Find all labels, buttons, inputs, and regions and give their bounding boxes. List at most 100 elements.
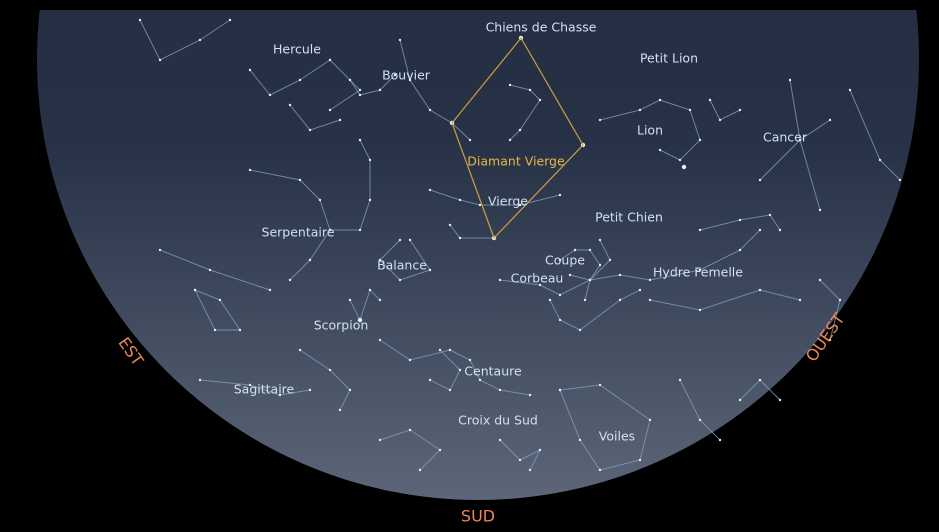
star — [609, 259, 611, 261]
star — [639, 109, 641, 111]
star — [739, 399, 741, 401]
constellation-label: Voiles — [599, 429, 635, 444]
star — [599, 264, 601, 266]
star — [379, 299, 381, 301]
constellation-label: Serpentaire — [262, 225, 335, 240]
star — [589, 249, 591, 251]
star — [589, 279, 591, 281]
star — [599, 469, 601, 471]
star — [399, 279, 401, 281]
star — [399, 239, 401, 241]
star — [499, 279, 501, 281]
constellation-label: Petit Chien — [595, 210, 663, 225]
star — [229, 19, 231, 21]
star — [269, 94, 271, 96]
star — [449, 224, 451, 226]
star — [359, 229, 361, 231]
star — [879, 159, 881, 161]
constellation-label: Croix du Sud — [458, 413, 538, 428]
star — [699, 309, 701, 311]
constellation-label: Centaure — [464, 364, 522, 379]
star — [194, 289, 196, 291]
star — [309, 129, 311, 131]
star — [369, 159, 371, 161]
star — [479, 204, 481, 206]
star — [449, 389, 451, 391]
star — [339, 409, 341, 411]
star — [469, 359, 471, 361]
star — [599, 384, 601, 386]
star — [249, 169, 251, 171]
star — [299, 179, 301, 181]
constellation-label: Sagittaire — [234, 382, 295, 397]
star — [839, 299, 841, 301]
star — [529, 89, 531, 91]
star — [449, 349, 451, 351]
star — [459, 237, 461, 239]
star — [319, 199, 321, 201]
star — [219, 299, 221, 301]
star — [799, 299, 801, 301]
star — [309, 259, 311, 261]
star — [289, 279, 291, 281]
star — [329, 369, 331, 371]
star — [599, 119, 601, 121]
star — [199, 39, 201, 41]
star — [739, 249, 741, 251]
star — [349, 389, 351, 391]
constellation-label: Cancer — [763, 130, 808, 145]
star — [369, 199, 371, 201]
star — [459, 199, 461, 201]
star — [899, 179, 901, 181]
star — [409, 429, 411, 431]
star — [559, 294, 561, 296]
bright-star — [682, 165, 686, 169]
star — [409, 239, 411, 241]
sky-view: Chiens de ChasseHerculeBouvierPetit Lion… — [0, 0, 939, 532]
star — [289, 104, 291, 106]
star — [329, 59, 331, 61]
star — [759, 289, 761, 291]
star — [759, 179, 761, 181]
star — [459, 369, 461, 371]
star — [539, 449, 541, 451]
star — [849, 89, 851, 91]
star — [689, 109, 691, 111]
star — [539, 99, 541, 101]
star — [619, 274, 621, 276]
star — [349, 299, 351, 301]
star — [509, 139, 511, 141]
star — [349, 79, 351, 81]
star — [359, 139, 361, 141]
star — [499, 439, 501, 441]
star — [369, 289, 371, 291]
star — [159, 249, 161, 251]
star — [579, 329, 581, 331]
star — [439, 349, 441, 351]
star — [819, 209, 821, 211]
star — [559, 389, 561, 391]
star — [574, 249, 576, 251]
star — [299, 349, 301, 351]
constellation-label: Bouvier — [382, 68, 431, 83]
constellation-label: Balance — [377, 258, 427, 273]
asterism-label: Diamant Vierge — [467, 154, 565, 169]
star — [759, 229, 761, 231]
constellation-label: Corbeau — [511, 271, 564, 286]
star — [649, 279, 651, 281]
star — [409, 359, 411, 361]
star — [569, 274, 571, 276]
star — [479, 379, 481, 381]
star — [429, 379, 431, 381]
star — [249, 69, 251, 71]
star — [529, 469, 531, 471]
star — [679, 159, 681, 161]
constellation-label: Hydre Femelle — [653, 265, 743, 280]
star — [639, 459, 641, 461]
star — [599, 239, 601, 241]
star — [759, 379, 761, 381]
star — [699, 419, 701, 421]
star — [709, 99, 711, 101]
star — [429, 269, 431, 271]
star — [829, 119, 831, 121]
